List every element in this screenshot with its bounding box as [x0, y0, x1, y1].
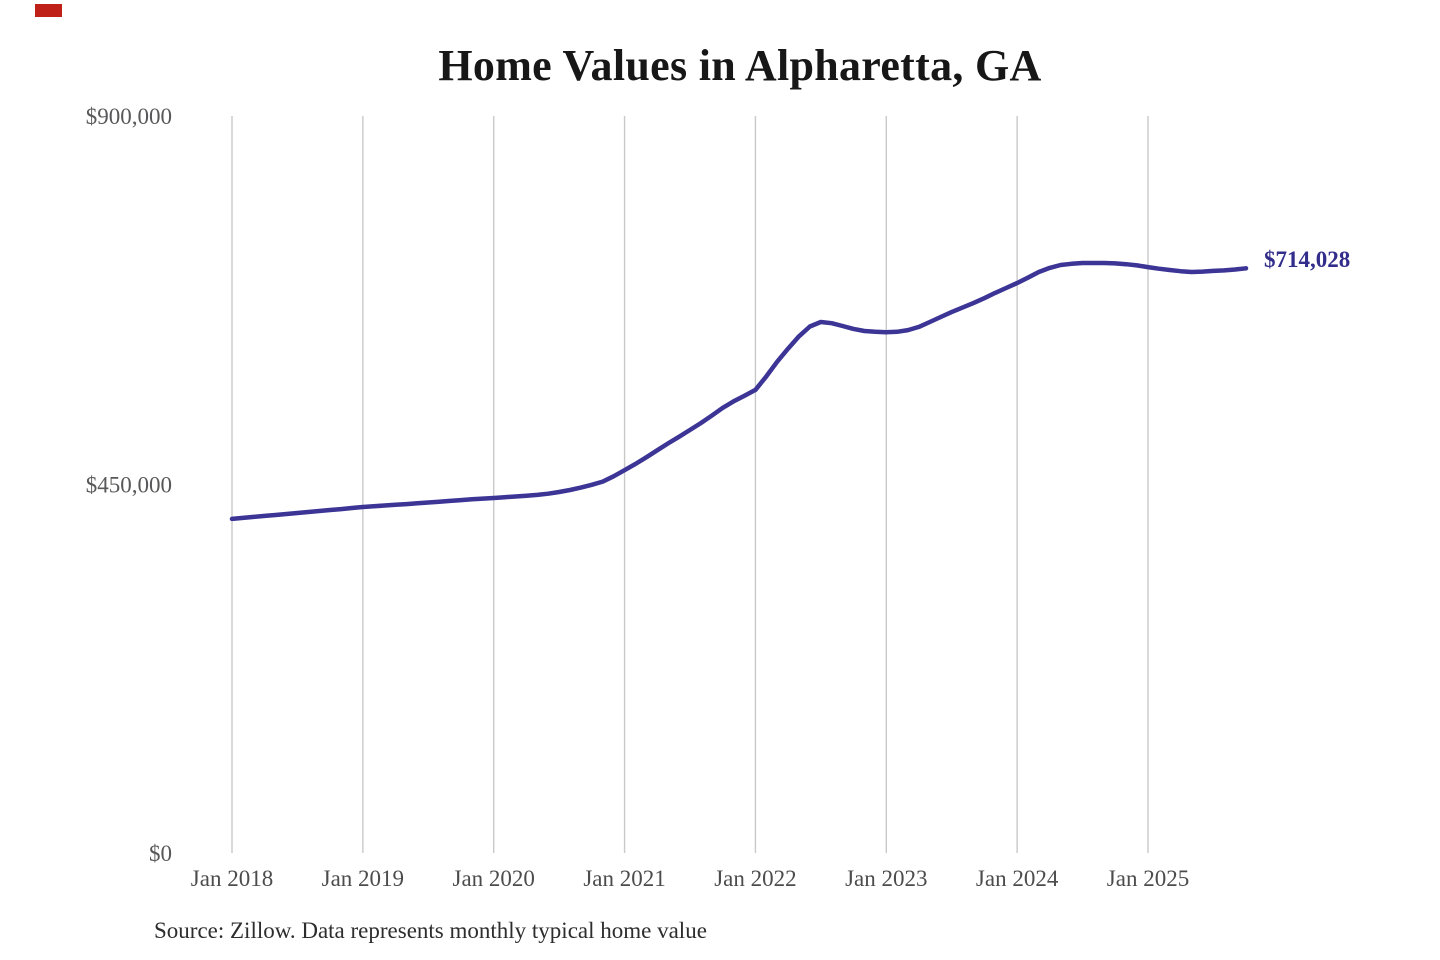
- x-axis-label: Jan 2018: [191, 866, 273, 891]
- home-value-line-series: [229, 260, 1249, 522]
- latest-value-label: $714,028: [1264, 247, 1351, 273]
- x-axis-label: Jan 2022: [714, 866, 796, 891]
- y-axis-label: $900,000: [86, 104, 172, 129]
- y-axis-label: $450,000: [86, 473, 172, 498]
- y-axis-tick-labels: $900,000 $450,000 $0: [86, 104, 172, 866]
- x-axis-label: Jan 2025: [1107, 866, 1189, 891]
- x-axis-label: Jan 2024: [976, 866, 1059, 891]
- y-axis-label: $0: [149, 841, 172, 866]
- red-marker: [35, 4, 62, 17]
- x-axis-label: Jan 2019: [322, 866, 404, 891]
- x-axis-label: Jan 2020: [453, 866, 535, 891]
- source-note: Source: Zillow. Data represents monthly …: [154, 918, 707, 943]
- vertical-gridlines: [231, 116, 1149, 853]
- x-axis-label: Jan 2021: [583, 866, 665, 891]
- x-axis-tick-labels: Jan 2018 Jan 2019 Jan 2020 Jan 2021 Jan 2022…: [191, 866, 1189, 891]
- x-axis-label: Jan 2023: [845, 866, 927, 891]
- chart-title: Home Values in Alpharetta, GA: [438, 41, 1042, 90]
